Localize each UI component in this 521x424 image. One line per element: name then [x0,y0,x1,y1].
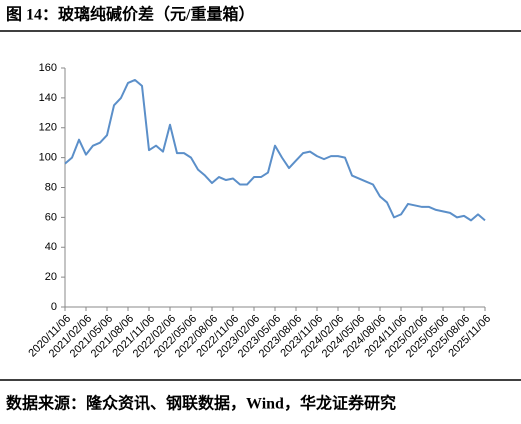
y-tick-label: 60 [45,211,57,223]
y-tick-label: 80 [45,181,57,193]
source-note: 数据来源：隆众资讯、钢联数据，Wind，华龙证券研究 [6,394,396,413]
data-line [64,78,486,222]
y-tick-label: 40 [45,241,57,253]
chart-title: 图 14：玻璃纯碱价差（元/重量箱） [6,5,254,24]
y-tick-label: 20 [45,271,57,283]
y-tick-label: 140 [39,92,57,104]
y-tick-label: 120 [39,122,57,134]
y-tick-label: 100 [39,152,57,164]
y-tick-label: 0 [51,301,57,313]
y-tick-label: 160 [39,62,57,74]
